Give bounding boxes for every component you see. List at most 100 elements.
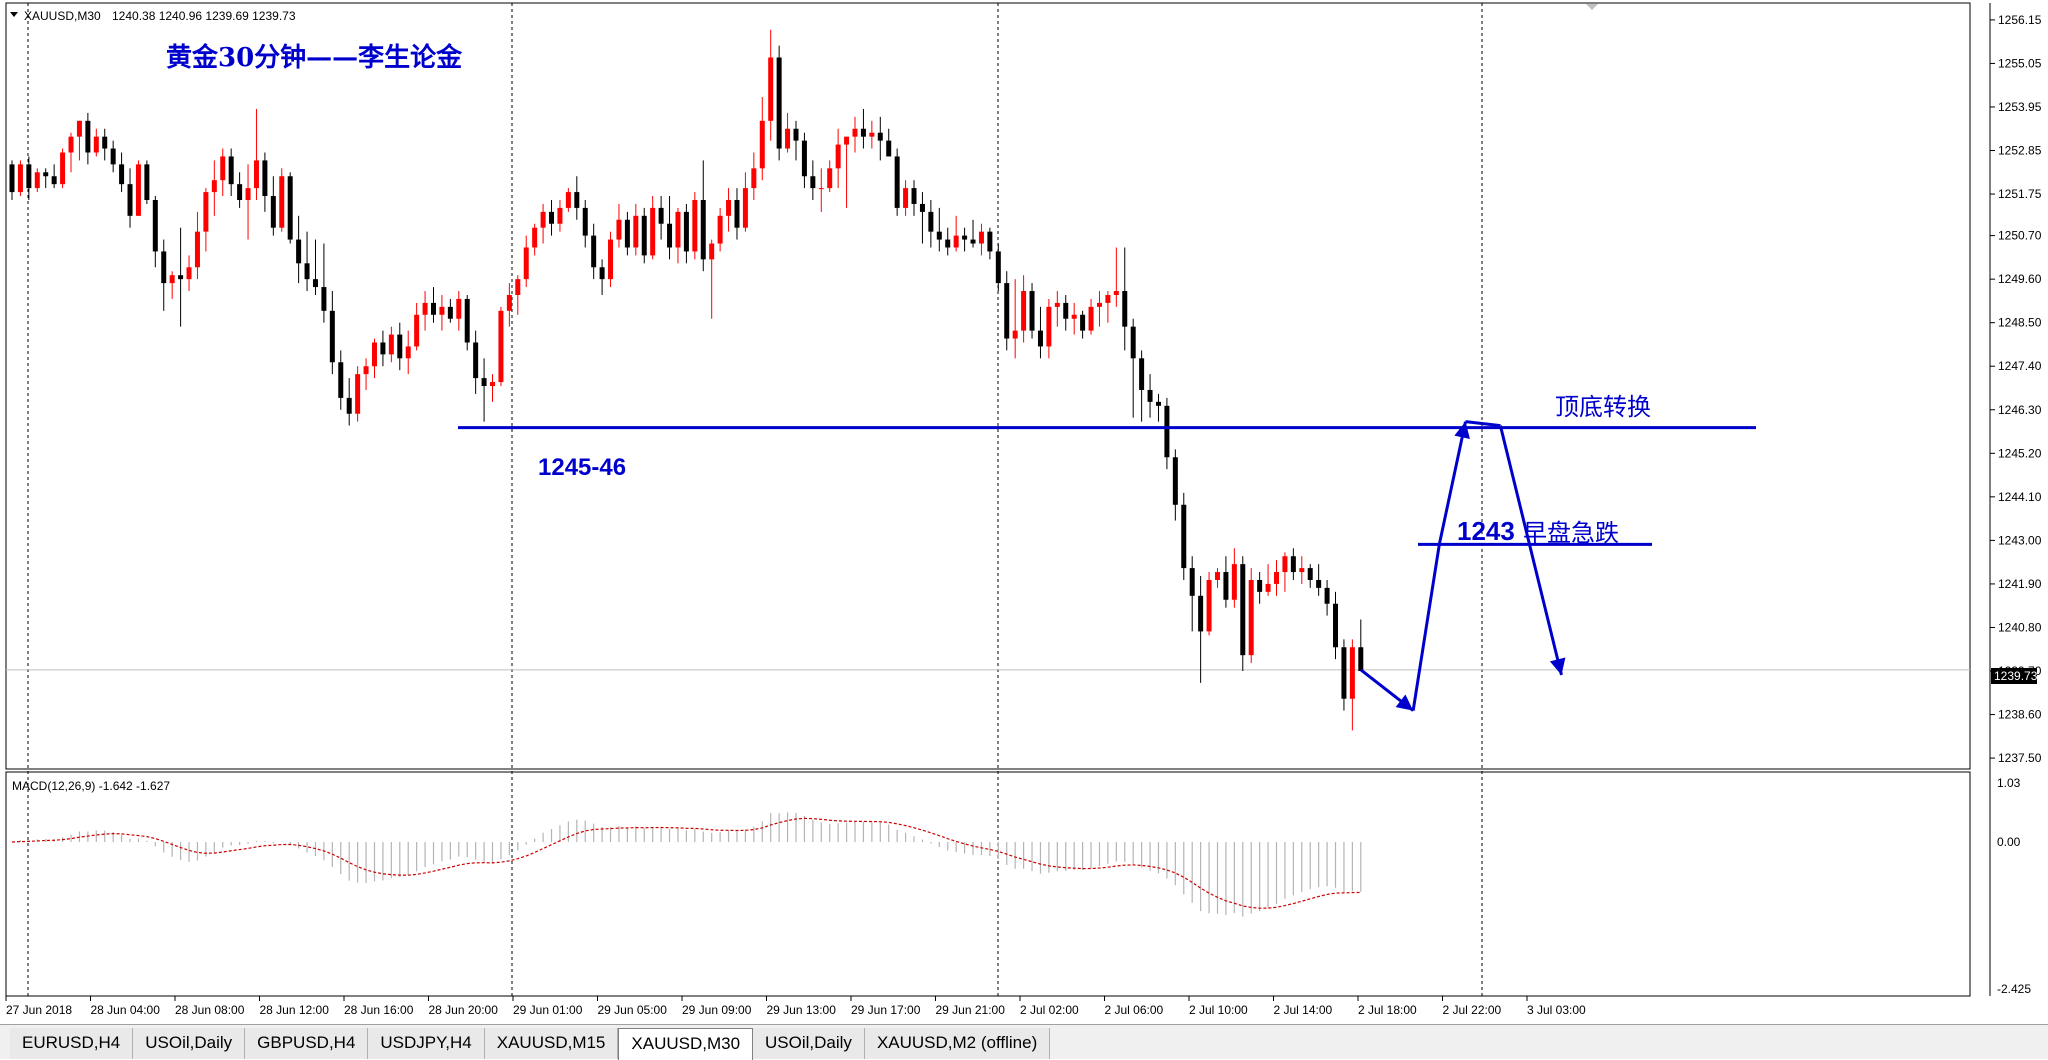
tab-usoil-daily[interactable]: USOil,Daily (133, 1028, 246, 1059)
price-tick-label: 1252.85 (1998, 144, 2042, 158)
candle-body (245, 188, 251, 200)
symbol-tabs-bar: EURUSD,H4 USOil,Daily GBPUSD,H4 USDJPY,H4 XA… (0, 1024, 2048, 1060)
candle-body (894, 156, 900, 208)
time-tick-label: 28 Jun 16:00 (344, 1003, 414, 1017)
candle-body (144, 164, 150, 200)
candle-body (464, 298, 470, 343)
time-tick-label: 29 Jun 13:00 (767, 1003, 837, 1017)
candle-body (768, 57, 774, 121)
candle-body (641, 215, 647, 256)
candle-body (591, 235, 597, 268)
candle-body (860, 128, 866, 137)
price-tick-label: 1247.40 (1998, 359, 2042, 373)
candle-body (869, 132, 875, 137)
candle-body (599, 267, 605, 280)
candle-body (683, 211, 689, 252)
candle-body (574, 192, 580, 208)
price-tick-label: 1245.20 (1998, 446, 2042, 460)
candle-body (178, 275, 184, 280)
candle-body (270, 196, 276, 228)
header-ohlc: 1240.38 1240.96 1239.69 1239.73 (112, 9, 296, 23)
candle-body (9, 164, 15, 193)
time-tick-label: 28 Jun 12:00 (260, 1003, 330, 1017)
tab-gbpusd-h4[interactable]: GBPUSD,H4 (245, 1028, 369, 1059)
candle-body (1214, 572, 1220, 580)
candle-body (801, 140, 807, 177)
arrow-head-down-icon (1395, 694, 1414, 711)
candle-body (405, 346, 411, 359)
tab-usdjpy-h4[interactable]: USDJPY,H4 (368, 1028, 485, 1059)
candle-body (220, 156, 226, 181)
candle-body (1063, 302, 1069, 319)
candle-body (110, 148, 116, 165)
candle-body (818, 188, 824, 190)
level-1243-text: 早盘急跌 (1523, 519, 1619, 547)
candle-body (506, 294, 512, 311)
candle-body (1046, 306, 1052, 347)
price-tick-label: 1237.50 (1998, 751, 2042, 765)
time-tick-label: 2 Jul 10:00 (1189, 1003, 1248, 1017)
candle-body (734, 199, 740, 228)
tab-eurusd-h4[interactable]: EURUSD,H4 (10, 1028, 134, 1059)
projection-segment (1411, 544, 1441, 711)
candle-body (919, 203, 925, 212)
time-tick-label: 2 Jul 14:00 (1274, 1003, 1333, 1017)
candle-body (1139, 358, 1145, 390)
candle-body (658, 207, 664, 224)
candle-body (498, 310, 504, 383)
candle-body (414, 314, 420, 347)
chart-shift-marker-icon[interactable] (1586, 4, 1598, 10)
candle-body (515, 279, 521, 295)
candle-body (692, 199, 698, 252)
candle-body (810, 176, 816, 189)
candle-body (304, 263, 310, 280)
candle-body (844, 136, 850, 145)
candle-body (1299, 568, 1305, 573)
candle-body (650, 207, 656, 256)
candle-body (675, 211, 681, 248)
candle-body (1333, 603, 1339, 648)
candle-body (431, 302, 436, 315)
candle-body (785, 128, 791, 149)
tab-usoil-daily[interactable]: USOil,Daily (753, 1028, 865, 1059)
candle-body (1021, 291, 1027, 331)
candle-body (970, 239, 976, 244)
candle-body (742, 188, 748, 228)
price-axis: 1256.15 1255.05 1253.95 1252.85 1251.75 1250.… (1990, 13, 2042, 765)
candle-body (43, 172, 49, 177)
candle-body (329, 310, 335, 363)
candle-body (1206, 579, 1212, 632)
projection-segment (1437, 421, 1467, 545)
candle-body (903, 188, 909, 208)
collapse-triangle-icon[interactable] (10, 12, 18, 17)
candle-body (936, 231, 942, 240)
time-grid (6, 3, 1970, 996)
candle-body (1265, 583, 1271, 592)
support-level-label: 1245-46 (538, 454, 626, 481)
candle-body (1088, 306, 1094, 331)
candle-body (709, 243, 715, 260)
candle-body (827, 168, 833, 189)
macd-scale-top: 1.03 (1997, 776, 2021, 790)
candle-body (397, 334, 403, 359)
candle-body (279, 176, 285, 228)
price-tick-label: 1255.05 (1998, 56, 2042, 70)
chart-canvas: 1256.15 1255.05 1253.95 1252.85 1251.75 1250.… (5, 2, 2042, 1017)
candle-body (481, 378, 487, 387)
tab-xauusd-m2-offline-[interactable]: XAUUSD,M2 (offline) (864, 1028, 1051, 1059)
time-axis: 27 Jun 2018 28 Jun 04:00 28 Jun 08:00 28 Ju… (5, 996, 1586, 1017)
candle-body (1029, 291, 1035, 331)
tab-xauusd-m30[interactable]: XAUUSD,M30 (618, 1028, 754, 1060)
candle-body (1307, 568, 1313, 580)
candle-body (523, 247, 529, 280)
projection-segment (1498, 425, 1563, 676)
tab-xauusd-m15[interactable]: XAUUSD,M15 (484, 1028, 619, 1059)
top-bottom-switch-label: 顶底转换 (1555, 393, 1651, 421)
candle-body (1054, 302, 1060, 307)
candle-body (1257, 579, 1263, 592)
candle-body (793, 128, 799, 141)
time-tick-label: 29 Jun 01:00 (513, 1003, 583, 1017)
time-tick-label: 2 Jul 06:00 (1105, 1003, 1164, 1017)
candle-body (717, 215, 723, 244)
header-symbol: XAUUSD,M30 (24, 9, 101, 23)
